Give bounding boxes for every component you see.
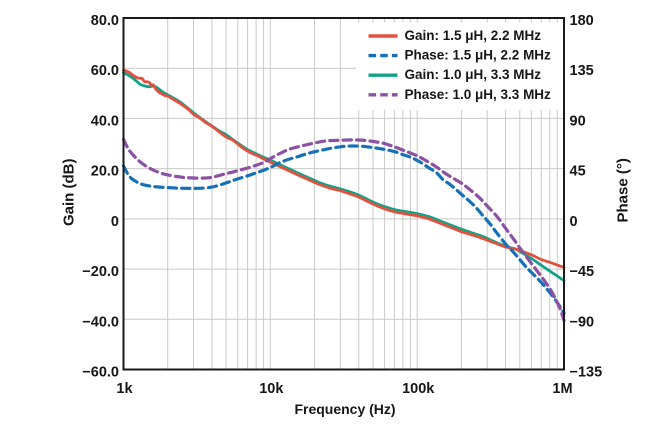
svg-text:−90: −90 xyxy=(570,314,595,330)
svg-text:−40.0: −40.0 xyxy=(82,314,119,330)
svg-text:Phase (°): Phase (°) xyxy=(615,158,632,222)
svg-text:Gain: 1.0 μH, 3.3 MHz: Gain: 1.0 μH, 3.3 MHz xyxy=(405,67,542,82)
svg-text:−60.0: −60.0 xyxy=(82,365,119,381)
svg-text:10k: 10k xyxy=(259,381,284,397)
svg-text:180: 180 xyxy=(570,13,594,29)
svg-text:Gain: 1.5 μH, 2.2 MHz: Gain: 1.5 μH, 2.2 MHz xyxy=(405,28,542,43)
svg-text:0: 0 xyxy=(570,214,578,230)
svg-text:135: 135 xyxy=(570,63,594,79)
svg-text:1k: 1k xyxy=(116,381,133,397)
svg-text:40.0: 40.0 xyxy=(91,113,119,129)
svg-text:100k: 100k xyxy=(402,381,435,397)
svg-text:90: 90 xyxy=(570,113,586,129)
svg-text:80.0: 80.0 xyxy=(91,13,119,29)
svg-text:Frequency (Hz): Frequency (Hz) xyxy=(294,401,395,417)
svg-text:0: 0 xyxy=(111,214,119,230)
svg-text:Gain (dB): Gain (dB) xyxy=(61,159,78,227)
svg-text:−20.0: −20.0 xyxy=(82,264,119,280)
svg-text:Phase: 1.0 μH, 3.3 MHz: Phase: 1.0 μH, 3.3 MHz xyxy=(405,87,552,102)
svg-text:60.0: 60.0 xyxy=(91,63,119,79)
svg-text:1M: 1M xyxy=(552,381,572,397)
svg-text:Phase: 1.5 μH, 2.2 MHz: Phase: 1.5 μH, 2.2 MHz xyxy=(405,48,552,63)
svg-text:45: 45 xyxy=(570,164,586,180)
svg-text:−45: −45 xyxy=(570,264,595,280)
svg-text:20.0: 20.0 xyxy=(91,164,119,180)
svg-text:−135: −135 xyxy=(570,365,603,381)
